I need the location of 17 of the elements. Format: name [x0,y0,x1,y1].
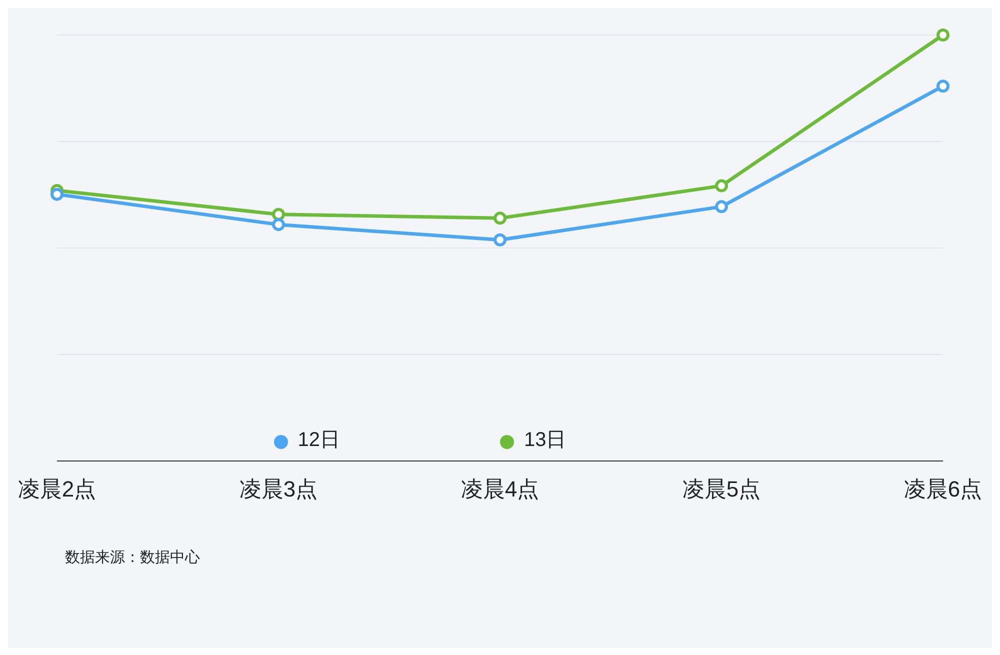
x-tick-label: 凌晨3点 [239,476,318,502]
x-tick-label: 凌晨2点 [18,476,96,502]
point [715,200,728,214]
point [272,218,285,232]
legend-label: 13日 [524,429,566,451]
point [494,233,506,246]
point [50,188,64,201]
point [272,208,285,221]
x-tick-label: 凌晨6点 [904,476,982,502]
point [936,80,950,93]
point [715,179,728,192]
x-tick-label: 凌晨4点 [460,476,540,502]
source-note: 数据来源：数据中心 [65,548,200,567]
legend-label: 12日 [298,429,340,451]
point [494,212,506,225]
point [936,28,950,42]
x-tick-label: 凌晨5点 [682,476,761,502]
